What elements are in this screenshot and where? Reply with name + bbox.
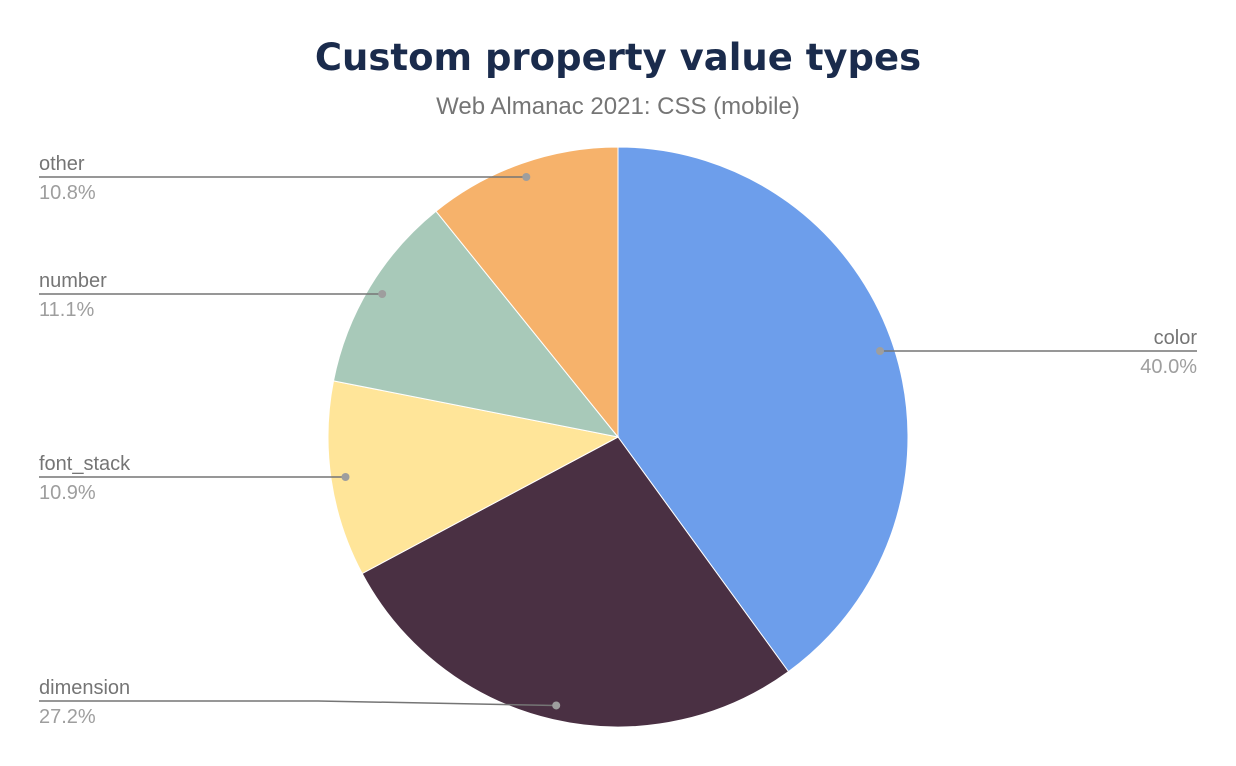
chart-title: Custom property value types bbox=[315, 36, 921, 79]
slice-value-label: 27.2% bbox=[39, 706, 96, 728]
pie-slice-number bbox=[332, 210, 620, 438]
slice-label: dimension bbox=[39, 677, 130, 699]
leader-dot bbox=[341, 473, 350, 481]
slice-label: color bbox=[1154, 327, 1198, 349]
slice-label: other bbox=[39, 153, 85, 175]
slice-label: number bbox=[39, 270, 107, 292]
slice-label: font_stack bbox=[39, 453, 131, 475]
slice-value-label: 10.8% bbox=[39, 182, 96, 204]
leader-dot bbox=[876, 347, 885, 355]
leader-line bbox=[39, 700, 557, 707]
pie-slice-dimension bbox=[361, 436, 790, 728]
slice-value-label: 11.1% bbox=[39, 299, 94, 321]
pie-slice-font-stack bbox=[327, 380, 620, 575]
leader-dot bbox=[378, 290, 387, 298]
leader-dot bbox=[522, 173, 531, 181]
pie-slice-color bbox=[617, 146, 909, 673]
slice-value-label: 10.9% bbox=[39, 482, 96, 504]
pie-slice-other bbox=[435, 146, 619, 439]
chart-subtitle: Web Almanac 2021: CSS (mobile) bbox=[436, 93, 800, 120]
slice-value-label: 40.0% bbox=[1140, 356, 1197, 378]
leader-dot bbox=[552, 701, 561, 710]
